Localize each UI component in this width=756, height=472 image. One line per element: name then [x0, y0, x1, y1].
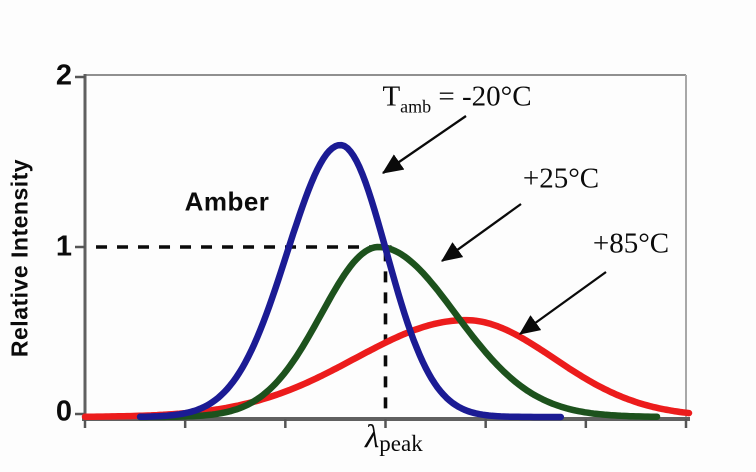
annotation-plus-85c: +85°C — [593, 228, 669, 261]
y-tick-label-0: 0 — [55, 395, 72, 428]
annotation-plus-25c-text: +25°C — [522, 162, 600, 195]
y-tick-label-1: 1 — [55, 230, 72, 263]
annotation-plus-25c: +25°C — [523, 163, 599, 196]
annotation-tamb-value: = -20°C — [431, 80, 532, 113]
x-axis-lambda-peak-label: λpeak — [365, 419, 423, 457]
y-tick-label-2: 2 — [55, 59, 72, 92]
curve-tamb-plus-25c — [136, 243, 661, 421]
annotation-tamb-minus-20c: Tamb = -20°C — [382, 81, 531, 118]
series-family-label-amber: Amber — [184, 186, 270, 217]
annotation-arrow-tamb-plus-85c — [519, 271, 607, 335]
y-axis-title: Relative Intensity — [6, 158, 33, 358]
curve-tamb-minus-20c — [136, 141, 565, 421]
lambda-symbol: λ — [365, 419, 380, 455]
annotation-tamb-subscript: amb — [400, 96, 432, 117]
lambda-peak-subscript: peak — [379, 431, 423, 457]
annotation-tamb-prefix: T — [382, 80, 401, 113]
annotation-arrow-tamb-minus-20c — [382, 115, 467, 174]
annotation-plus-85c-text: +85°C — [592, 227, 670, 260]
annotation-arrow-tamb-plus-25c — [441, 203, 522, 262]
